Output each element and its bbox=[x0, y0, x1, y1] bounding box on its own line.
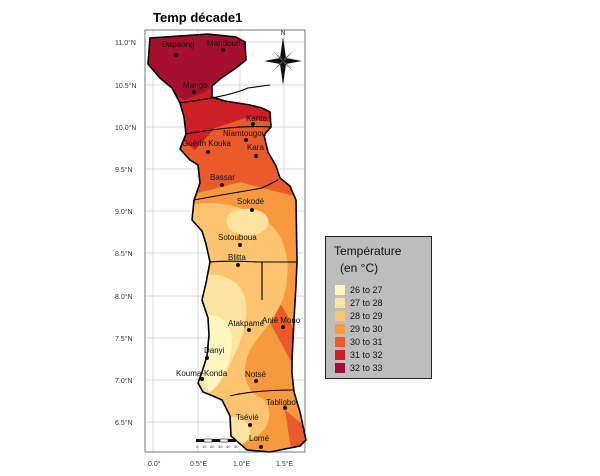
svg-text:0.0°: 0.0° bbox=[148, 460, 161, 468]
legend-item: 28 to 29 bbox=[335, 311, 383, 321]
station-kara: Kara bbox=[247, 143, 264, 158]
svg-text:N: N bbox=[281, 30, 286, 37]
svg-text:7.0°N: 7.0°N bbox=[115, 377, 133, 385]
svg-text:Kara: Kara bbox=[247, 143, 264, 152]
svg-text:9.5°N: 9.5°N bbox=[115, 166, 133, 174]
svg-text:6.5°N: 6.5°N bbox=[115, 419, 133, 427]
station-tabligbo: Tabligbo bbox=[266, 398, 296, 410]
legend-label: 30 to 31 bbox=[350, 337, 383, 347]
svg-text:Tsévié: Tsévié bbox=[236, 413, 259, 422]
svg-text:0.5°E: 0.5°E bbox=[190, 460, 208, 468]
station-guerin-kouka: Guérin Kouka bbox=[182, 139, 231, 154]
latitude-labels: 11.0°N 10.5°N 10.0°N 9.5°N 9.0°N 8.5°N 8… bbox=[115, 39, 136, 427]
svg-text:8.0°N: 8.0°N bbox=[115, 293, 133, 301]
station-dapaong: Dapaong bbox=[162, 40, 194, 57]
svg-text:Sokodé: Sokodé bbox=[237, 197, 265, 206]
station-kante: Kante bbox=[246, 114, 267, 126]
legend-swatch bbox=[335, 363, 345, 373]
station-blitta: Blitta bbox=[228, 253, 246, 267]
svg-text:Sotouboua: Sotouboua bbox=[218, 233, 257, 242]
station-tsevie: Tsévié bbox=[236, 413, 259, 427]
legend-swatch bbox=[335, 298, 345, 308]
legend-item: 32 to 33 bbox=[335, 363, 383, 373]
station-bassar: Bassar bbox=[210, 173, 235, 187]
legend-item: 30 to 31 bbox=[335, 337, 383, 347]
station-mango: Mango bbox=[183, 81, 208, 94]
svg-text:Danyi: Danyi bbox=[204, 346, 225, 355]
legend-label: 31 to 32 bbox=[350, 350, 383, 360]
svg-text:40: 40 bbox=[226, 444, 231, 449]
svg-text:Guérin Kouka: Guérin Kouka bbox=[182, 139, 231, 148]
legend-swatch bbox=[335, 350, 345, 360]
map-title: Temp décade1 bbox=[153, 10, 243, 25]
svg-text:1.0°E: 1.0°E bbox=[233, 460, 251, 468]
legend-item: 31 to 32 bbox=[335, 350, 383, 360]
legend-item: 27 to 28 bbox=[335, 298, 383, 308]
svg-text:Blitta: Blitta bbox=[228, 253, 246, 262]
svg-text:Dapaong: Dapaong bbox=[162, 40, 194, 49]
svg-text:11.0°N: 11.0°N bbox=[115, 39, 136, 47]
legend-swatch bbox=[335, 324, 345, 334]
svg-text:Mango: Mango bbox=[183, 81, 208, 90]
legend-item: 29 to 30 bbox=[335, 324, 383, 334]
svg-text:10.0°N: 10.0°N bbox=[115, 124, 136, 132]
legend: Température (en °C) 26 to 27 27 to 28 28… bbox=[325, 236, 432, 379]
north-arrow-icon: N bbox=[264, 30, 302, 85]
legend-title: Température bbox=[334, 244, 402, 258]
svg-text:10: 10 bbox=[202, 444, 207, 449]
station-niamtougou: Niamtougou bbox=[223, 129, 266, 142]
svg-text:0: 0 bbox=[196, 444, 199, 449]
svg-text:Tabligbo: Tabligbo bbox=[266, 398, 296, 407]
svg-text:7.5°N: 7.5°N bbox=[115, 335, 133, 343]
legend-label: 26 to 27 bbox=[350, 285, 383, 295]
svg-text:Atakpamé: Atakpamé bbox=[228, 319, 265, 328]
region-borders bbox=[179, 84, 297, 397]
svg-text:Lomé: Lomé bbox=[249, 434, 270, 443]
legend-label: 29 to 30 bbox=[350, 324, 383, 334]
legend-label: 27 to 28 bbox=[350, 298, 383, 308]
svg-text:20: 20 bbox=[210, 444, 215, 449]
legend-swatch bbox=[335, 337, 345, 347]
legend-label: 28 to 29 bbox=[350, 311, 383, 321]
map-frame bbox=[144, 29, 306, 453]
stations: Dapaong Mandouri Mango Kante Niamtougou … bbox=[162, 39, 301, 449]
scale-bar: 0 10 20 30 40 50 bbox=[196, 438, 239, 449]
longitude-labels: 0.0° 0.5°E 1.0°E 1.5°E bbox=[148, 460, 294, 468]
svg-text:Bassar: Bassar bbox=[210, 173, 235, 182]
station-sotouboua: Sotouboua bbox=[218, 233, 257, 247]
legend-item: 26 to 27 bbox=[335, 285, 383, 295]
station-lome: Lomé bbox=[249, 434, 270, 449]
svg-text:Kante: Kante bbox=[246, 114, 267, 123]
svg-text:10.5°N: 10.5°N bbox=[115, 82, 136, 90]
station-atakpame: Atakpamé bbox=[228, 319, 265, 332]
legend-label: 32 to 33 bbox=[350, 363, 383, 373]
country-outline bbox=[147, 33, 307, 453]
svg-text:50: 50 bbox=[234, 444, 239, 449]
svg-text:30: 30 bbox=[218, 444, 223, 449]
svg-text:Anié Mono: Anié Mono bbox=[262, 316, 301, 325]
station-sokode: Sokodé bbox=[237, 197, 265, 212]
station-mandouri: Mandouri bbox=[207, 39, 241, 52]
svg-text:Kouma-Konda: Kouma-Konda bbox=[176, 369, 228, 378]
svg-text:9.0°N: 9.0°N bbox=[115, 208, 133, 216]
legend-swatch bbox=[335, 285, 345, 295]
svg-text:Niamtougou: Niamtougou bbox=[223, 129, 266, 138]
station-anie-mono: Anié Mono bbox=[262, 316, 301, 329]
svg-text:Mandouri: Mandouri bbox=[207, 39, 241, 48]
svg-text:Notsé: Notsé bbox=[245, 370, 266, 379]
svg-text:8.5°N: 8.5°N bbox=[115, 250, 133, 258]
station-notse: Notsé bbox=[245, 370, 266, 383]
legend-swatch bbox=[335, 311, 345, 321]
station-danyi: Danyi bbox=[204, 346, 225, 360]
temperature-zones bbox=[148, 34, 306, 452]
svg-text:1.5°E: 1.5°E bbox=[276, 460, 294, 468]
legend-subtitle: (en °C) bbox=[340, 261, 379, 275]
station-kouma-konda: Kouma-Konda bbox=[176, 369, 228, 381]
